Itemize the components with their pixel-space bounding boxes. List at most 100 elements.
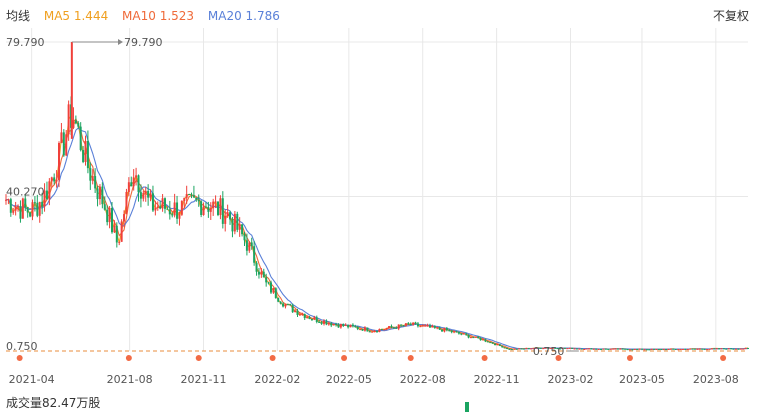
candle-down (409, 324, 412, 326)
candle-up (588, 348, 590, 350)
candle-up (284, 304, 287, 307)
candle-up (513, 348, 516, 350)
candle-up (344, 324, 347, 326)
candle-down (241, 224, 244, 235)
candle-up (585, 348, 588, 350)
candle-up (67, 104, 70, 135)
candle-up (650, 348, 653, 350)
candle-down (479, 338, 482, 341)
event-marker (555, 355, 562, 361)
candle-up (720, 348, 723, 350)
candle-down (41, 201, 44, 207)
event-marker (125, 355, 132, 361)
candle-down (648, 349, 651, 351)
candle-up (233, 213, 236, 232)
event-marker (16, 355, 23, 361)
candle-down (616, 348, 619, 350)
candle-down (657, 348, 660, 350)
candle-down (245, 240, 248, 251)
candle-up (518, 348, 521, 350)
candle-down (539, 347, 542, 349)
candle-down (416, 323, 419, 327)
candle-down (255, 262, 258, 272)
candle-up (65, 134, 68, 156)
candle-down (166, 208, 169, 210)
candle-up (698, 348, 701, 350)
x-tick-label: 2021-11 (181, 373, 227, 386)
candle-down (441, 329, 444, 332)
candle-up (431, 325, 434, 328)
event-markers (16, 355, 727, 361)
candle-up (226, 212, 229, 216)
candle-up (149, 193, 152, 198)
candle-up (272, 288, 275, 293)
candle-up (667, 348, 670, 350)
x-tick-label: 2023-05 (619, 373, 665, 386)
candle-up (12, 210, 15, 213)
candle-up (132, 177, 135, 187)
candle-down (96, 188, 99, 200)
candle-down (645, 349, 648, 351)
volume-label: 成交量82.47万股 (6, 396, 101, 410)
candle-up (125, 191, 128, 215)
candle-up (327, 323, 330, 325)
candle-up (224, 215, 227, 224)
candle-up (727, 348, 730, 350)
candle-down (722, 348, 725, 350)
candle-up (609, 348, 612, 350)
candle-up (371, 331, 374, 333)
candle-down (111, 208, 113, 233)
candle-down (713, 348, 716, 350)
candle-down (460, 333, 463, 335)
candle-up (144, 190, 147, 194)
event-marker (626, 355, 633, 361)
candle-up (185, 194, 188, 198)
candle-down (101, 186, 104, 205)
candle-down (600, 349, 603, 351)
candle-up (31, 202, 34, 217)
candle-down (337, 324, 340, 328)
candle-up (209, 208, 212, 212)
candle-down (402, 325, 405, 327)
candle-up (183, 197, 186, 202)
candle-up (260, 271, 263, 275)
candle-down (94, 176, 97, 189)
candle-up (549, 347, 552, 349)
candle-down (282, 303, 285, 307)
candle-up (397, 324, 400, 329)
candle-down (636, 348, 639, 350)
candle-down (9, 199, 12, 213)
candle-down (130, 182, 133, 187)
candle-down (537, 347, 540, 349)
candle-up (602, 348, 605, 350)
candle-up (619, 348, 622, 350)
candle-down (151, 193, 154, 211)
candle-down (229, 212, 232, 220)
candle-down (221, 198, 224, 224)
candle-up (388, 326, 391, 329)
candle-down (575, 348, 578, 350)
candle-down (498, 344, 501, 346)
adjust-mode-toggle[interactable]: 不复权 (712, 9, 749, 23)
candle-down (320, 322, 323, 324)
candle-up (359, 329, 362, 331)
min-annotation-label: 0.750 (533, 345, 565, 358)
candle-up (643, 349, 646, 351)
candle-up (306, 317, 309, 319)
candle-up (436, 327, 439, 329)
candle-down (621, 348, 624, 350)
candle-down (455, 331, 458, 333)
candle-down (204, 206, 207, 208)
candles (5, 42, 749, 351)
candle-down (747, 348, 749, 350)
candle-down (36, 202, 39, 216)
candle-down (390, 326, 393, 328)
candle-down (380, 329, 383, 331)
x-tick-label: 2022-08 (400, 373, 446, 386)
candle-down (77, 123, 80, 127)
candle-up (426, 325, 429, 327)
candle-down (508, 348, 511, 350)
y-tick-label: 40.270 (6, 186, 45, 199)
y-tick-label: 79.790 (6, 36, 45, 49)
